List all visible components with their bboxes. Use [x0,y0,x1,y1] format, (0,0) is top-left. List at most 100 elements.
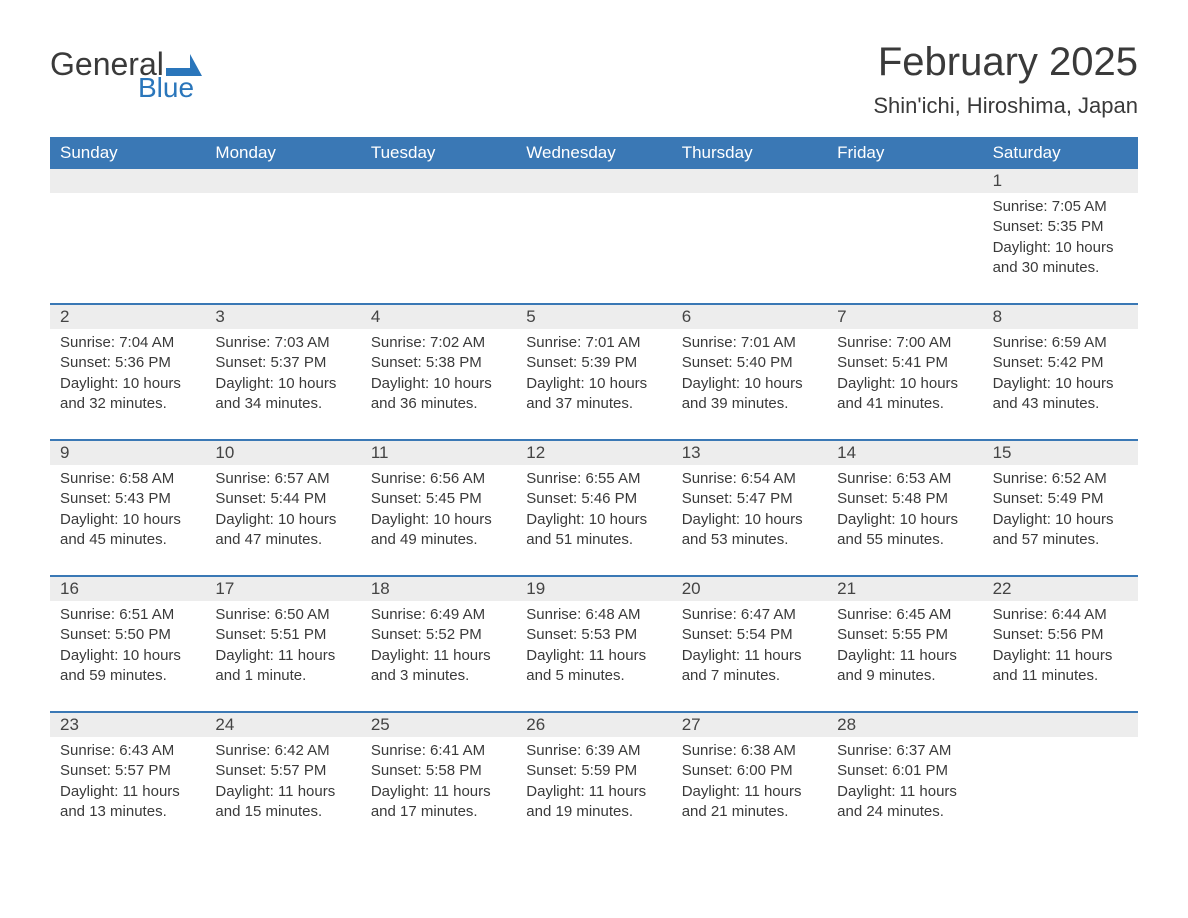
day-cell: Sunrise: 6:49 AMSunset: 5:52 PMDaylight:… [361,601,516,711]
weekday-header-cell: Monday [205,137,360,169]
day-cell [205,193,360,303]
month-title: February 2025 [873,40,1138,85]
day-number: 11 [361,441,516,465]
logo-text-blue: Blue [138,74,202,102]
daylight-text: Daylight: 10 hours and 53 minutes. [682,510,817,551]
daynum-row: 232425262728 [50,711,1138,737]
day-number: 20 [672,577,827,601]
sunset-text: Sunset: 5:48 PM [837,489,972,509]
daylight-text: Daylight: 11 hours and 9 minutes. [837,646,972,687]
sunrise-text: Sunrise: 6:59 AM [993,333,1128,353]
sunset-text: Sunset: 5:47 PM [682,489,817,509]
sunset-text: Sunset: 5:59 PM [526,761,661,781]
daylight-text: Daylight: 10 hours and 30 minutes. [993,238,1128,279]
weekday-header-cell: Thursday [672,137,827,169]
day-number: 28 [827,713,982,737]
daynum-row: 9101112131415 [50,439,1138,465]
sunrise-text: Sunrise: 6:37 AM [837,741,972,761]
sunrise-text: Sunrise: 6:41 AM [371,741,506,761]
sunset-text: Sunset: 5:49 PM [993,489,1128,509]
sunrise-text: Sunrise: 6:48 AM [526,605,661,625]
daylight-text: Daylight: 10 hours and 47 minutes. [215,510,350,551]
daylight-text: Daylight: 10 hours and 57 minutes. [993,510,1128,551]
daylight-text: Daylight: 11 hours and 13 minutes. [60,782,195,823]
daylight-text: Daylight: 11 hours and 3 minutes. [371,646,506,687]
weekday-header-row: SundayMondayTuesdayWednesdayThursdayFrid… [50,137,1138,169]
day-cell: Sunrise: 6:47 AMSunset: 5:54 PMDaylight:… [672,601,827,711]
day-cell: Sunrise: 7:02 AMSunset: 5:38 PMDaylight:… [361,329,516,439]
day-cell: Sunrise: 6:43 AMSunset: 5:57 PMDaylight:… [50,737,205,847]
weekday-header-cell: Saturday [983,137,1138,169]
weekday-header-cell: Sunday [50,137,205,169]
sunrise-text: Sunrise: 6:50 AM [215,605,350,625]
sunset-text: Sunset: 5:46 PM [526,489,661,509]
day-number: 19 [516,577,671,601]
sunset-text: Sunset: 6:01 PM [837,761,972,781]
sunrise-text: Sunrise: 6:47 AM [682,605,817,625]
sunrise-text: Sunrise: 7:01 AM [526,333,661,353]
calendar: SundayMondayTuesdayWednesdayThursdayFrid… [50,137,1138,847]
day-number [205,169,360,193]
weekday-header-cell: Wednesday [516,137,671,169]
day-number [50,169,205,193]
sunrise-text: Sunrise: 6:38 AM [682,741,817,761]
day-cell: Sunrise: 6:58 AMSunset: 5:43 PMDaylight:… [50,465,205,575]
day-cell: Sunrise: 6:41 AMSunset: 5:58 PMDaylight:… [361,737,516,847]
day-number: 2 [50,305,205,329]
sunrise-text: Sunrise: 7:00 AM [837,333,972,353]
day-number: 5 [516,305,671,329]
daylight-text: Daylight: 10 hours and 39 minutes. [682,374,817,415]
weekday-header-cell: Friday [827,137,982,169]
day-number: 9 [50,441,205,465]
day-number: 12 [516,441,671,465]
day-number: 1 [983,169,1138,193]
day-number: 4 [361,305,516,329]
sunrise-text: Sunrise: 6:39 AM [526,741,661,761]
sunset-text: Sunset: 5:43 PM [60,489,195,509]
daylight-text: Daylight: 10 hours and 43 minutes. [993,374,1128,415]
sunset-text: Sunset: 5:42 PM [993,353,1128,373]
day-number [516,169,671,193]
sunrise-text: Sunrise: 6:54 AM [682,469,817,489]
day-cell: Sunrise: 7:01 AMSunset: 5:39 PMDaylight:… [516,329,671,439]
day-number: 24 [205,713,360,737]
daylight-text: Daylight: 11 hours and 11 minutes. [993,646,1128,687]
sunrise-text: Sunrise: 7:01 AM [682,333,817,353]
day-cell: Sunrise: 7:05 AMSunset: 5:35 PMDaylight:… [983,193,1138,303]
day-cell: Sunrise: 7:03 AMSunset: 5:37 PMDaylight:… [205,329,360,439]
week-body-row: Sunrise: 6:51 AMSunset: 5:50 PMDaylight:… [50,601,1138,711]
day-cell: Sunrise: 6:53 AMSunset: 5:48 PMDaylight:… [827,465,982,575]
day-cell: Sunrise: 6:51 AMSunset: 5:50 PMDaylight:… [50,601,205,711]
page-header: General Blue February 2025 Shin'ichi, Hi… [50,40,1138,119]
sunset-text: Sunset: 5:55 PM [837,625,972,645]
day-number: 15 [983,441,1138,465]
sunset-text: Sunset: 5:36 PM [60,353,195,373]
day-cell: Sunrise: 6:52 AMSunset: 5:49 PMDaylight:… [983,465,1138,575]
day-cell: Sunrise: 7:00 AMSunset: 5:41 PMDaylight:… [827,329,982,439]
location-text: Shin'ichi, Hiroshima, Japan [873,93,1138,119]
day-cell: Sunrise: 6:44 AMSunset: 5:56 PMDaylight:… [983,601,1138,711]
sunset-text: Sunset: 5:45 PM [371,489,506,509]
day-cell: Sunrise: 6:54 AMSunset: 5:47 PMDaylight:… [672,465,827,575]
sunrise-text: Sunrise: 7:04 AM [60,333,195,353]
day-number: 16 [50,577,205,601]
daylight-text: Daylight: 11 hours and 24 minutes. [837,782,972,823]
sunset-text: Sunset: 5:44 PM [215,489,350,509]
day-number: 7 [827,305,982,329]
day-number [361,169,516,193]
sunset-text: Sunset: 5:39 PM [526,353,661,373]
daylight-text: Daylight: 11 hours and 7 minutes. [682,646,817,687]
daylight-text: Daylight: 10 hours and 55 minutes. [837,510,972,551]
day-cell: Sunrise: 6:45 AMSunset: 5:55 PMDaylight:… [827,601,982,711]
sunset-text: Sunset: 5:54 PM [682,625,817,645]
sunrise-text: Sunrise: 6:55 AM [526,469,661,489]
day-cell: Sunrise: 6:38 AMSunset: 6:00 PMDaylight:… [672,737,827,847]
daylight-text: Daylight: 10 hours and 49 minutes. [371,510,506,551]
day-number: 14 [827,441,982,465]
week-body-row: Sunrise: 6:43 AMSunset: 5:57 PMDaylight:… [50,737,1138,847]
sunset-text: Sunset: 5:51 PM [215,625,350,645]
daylight-text: Daylight: 10 hours and 32 minutes. [60,374,195,415]
week-body-row: Sunrise: 6:58 AMSunset: 5:43 PMDaylight:… [50,465,1138,575]
sunset-text: Sunset: 5:35 PM [993,217,1128,237]
daynum-row: 16171819202122 [50,575,1138,601]
